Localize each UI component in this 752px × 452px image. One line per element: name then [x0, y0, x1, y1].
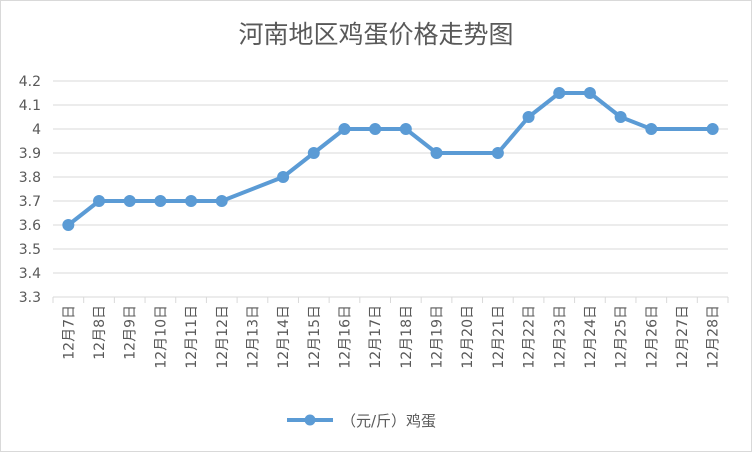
- data-point: [522, 111, 535, 123]
- legend-marker: [304, 414, 316, 426]
- x-tick-label: 12月18日: [399, 305, 415, 369]
- x-tick-label: 12月14日: [276, 305, 292, 369]
- data-point: [215, 195, 228, 207]
- x-tick-label: 12月16日: [337, 305, 353, 369]
- x-tick-label: 12月15日: [307, 305, 323, 369]
- x-tick-label: 12月17日: [368, 305, 384, 369]
- y-tick-label: 3.5: [19, 242, 41, 258]
- data-point: [123, 195, 136, 207]
- data-point: [338, 123, 351, 135]
- x-tick-label: 12月8日: [92, 305, 108, 360]
- x-tick-label: 12月11日: [184, 305, 200, 369]
- x-tick-label: 12月22日: [522, 305, 538, 369]
- data-point: [706, 123, 719, 135]
- data-point: [645, 123, 658, 135]
- data-point: [307, 147, 320, 159]
- x-tick-label: 12月23日: [552, 305, 568, 369]
- x-tick-label: 12月24日: [583, 305, 599, 369]
- data-point: [399, 123, 412, 135]
- y-tick-label: 3.7: [19, 194, 41, 210]
- data-point: [185, 195, 198, 207]
- data-point: [583, 87, 596, 99]
- y-tick-label: 3.4: [19, 266, 41, 282]
- x-tick-label: 12月20日: [460, 305, 476, 369]
- x-tick-label: 12月27日: [675, 305, 691, 369]
- legend-label: （元/斤）鸡蛋: [341, 412, 436, 430]
- y-tick-label: 4.2: [19, 74, 41, 90]
- data-point: [277, 171, 290, 183]
- y-tick-label: 3.6: [19, 218, 41, 234]
- series-line: [67, 91, 713, 227]
- x-tick-label: 12月9日: [123, 305, 139, 360]
- data-point: [491, 147, 504, 159]
- x-tick-label: 12月13日: [245, 305, 261, 369]
- x-tick-label: 12月21日: [491, 305, 507, 369]
- data-point: [93, 195, 106, 207]
- x-tick-label: 12月19日: [430, 305, 446, 369]
- y-tick-label: 3.9: [19, 146, 41, 162]
- x-tick-label: 12月28日: [706, 305, 722, 369]
- y-tick-label: 3.3: [19, 290, 41, 306]
- y-tick-label: 4.1: [19, 98, 41, 114]
- x-tick-label: 12月25日: [614, 305, 630, 369]
- x-tick-label: 12月10日: [153, 305, 169, 369]
- data-point: [154, 195, 167, 207]
- data-point: [62, 219, 75, 231]
- data-point: [553, 87, 566, 99]
- data-point: [369, 123, 382, 135]
- data-point: [614, 111, 627, 123]
- data-point: [430, 147, 443, 159]
- x-tick-label: 12月12日: [215, 305, 231, 369]
- x-tick-label: 12月26日: [644, 305, 660, 369]
- y-tick-label: 4: [32, 122, 41, 138]
- chart-title: 河南地区鸡蛋价格走势图: [238, 20, 514, 49]
- y-tick-label: 3.8: [19, 170, 41, 186]
- x-tick-label: 12月7日: [61, 305, 77, 360]
